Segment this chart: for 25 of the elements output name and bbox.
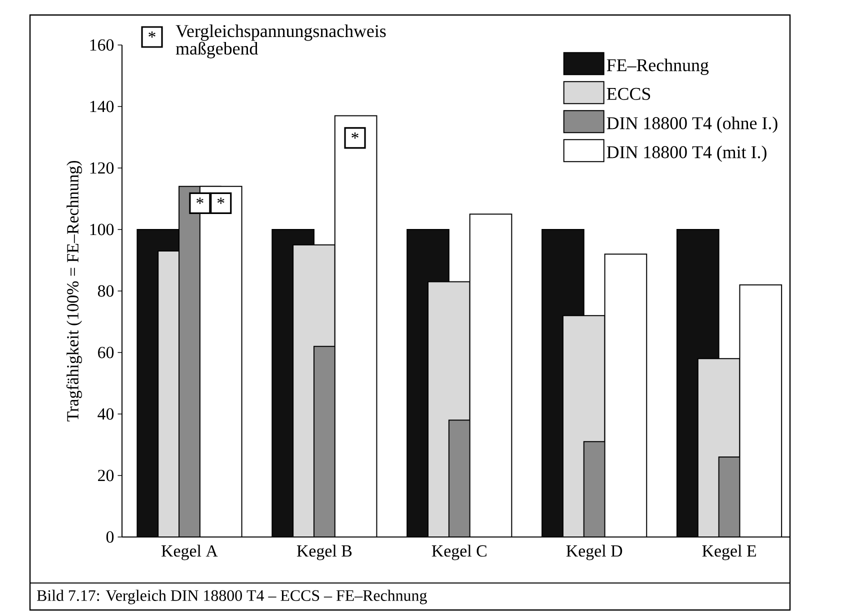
y-tick-label: 60	[98, 346, 114, 358]
x-tick-label: Kegel B	[296, 544, 352, 560]
legend-label: DIN 18800 T4 (mit I.)	[606, 146, 766, 162]
x-tick-label: Kegel A	[162, 544, 218, 560]
y-tick-label: 160	[90, 39, 114, 51]
y-tick-label: 120	[90, 162, 114, 174]
legend-label: FE–Rechnung	[606, 58, 709, 75]
y-axis-title: Tragfähigkeit (100% = FE–Rechnung)	[66, 160, 82, 422]
text: Bild 7.17: Vergleich DIN 18800 T4 – ECCS – FE–Rechnung	[36, 590, 427, 604]
y-tick-label: 140	[90, 100, 114, 112]
legend-label: DIN 18800 T4 (ohne I.)	[606, 116, 778, 133]
y-tick-label: 100	[90, 224, 114, 236]
y-tick-label: 40	[98, 408, 114, 420]
annotation: *	[352, 132, 358, 139]
legend-label: ECCS	[606, 88, 650, 100]
annotation: *	[217, 198, 224, 204]
x-tick-label: Kegel C	[432, 544, 486, 560]
y-tick-label: 80	[98, 285, 114, 297]
annotation: Vergleichspannungsnachweis maßgebend	[176, 24, 386, 58]
text: *	[148, 31, 156, 38]
y-tick-label: 0	[106, 531, 114, 543]
annotation: *	[196, 198, 204, 204]
y-tick-label: 20	[98, 470, 114, 482]
x-tick-label: Kegel D	[566, 544, 622, 560]
x-tick-label: Kegel E	[702, 544, 756, 560]
